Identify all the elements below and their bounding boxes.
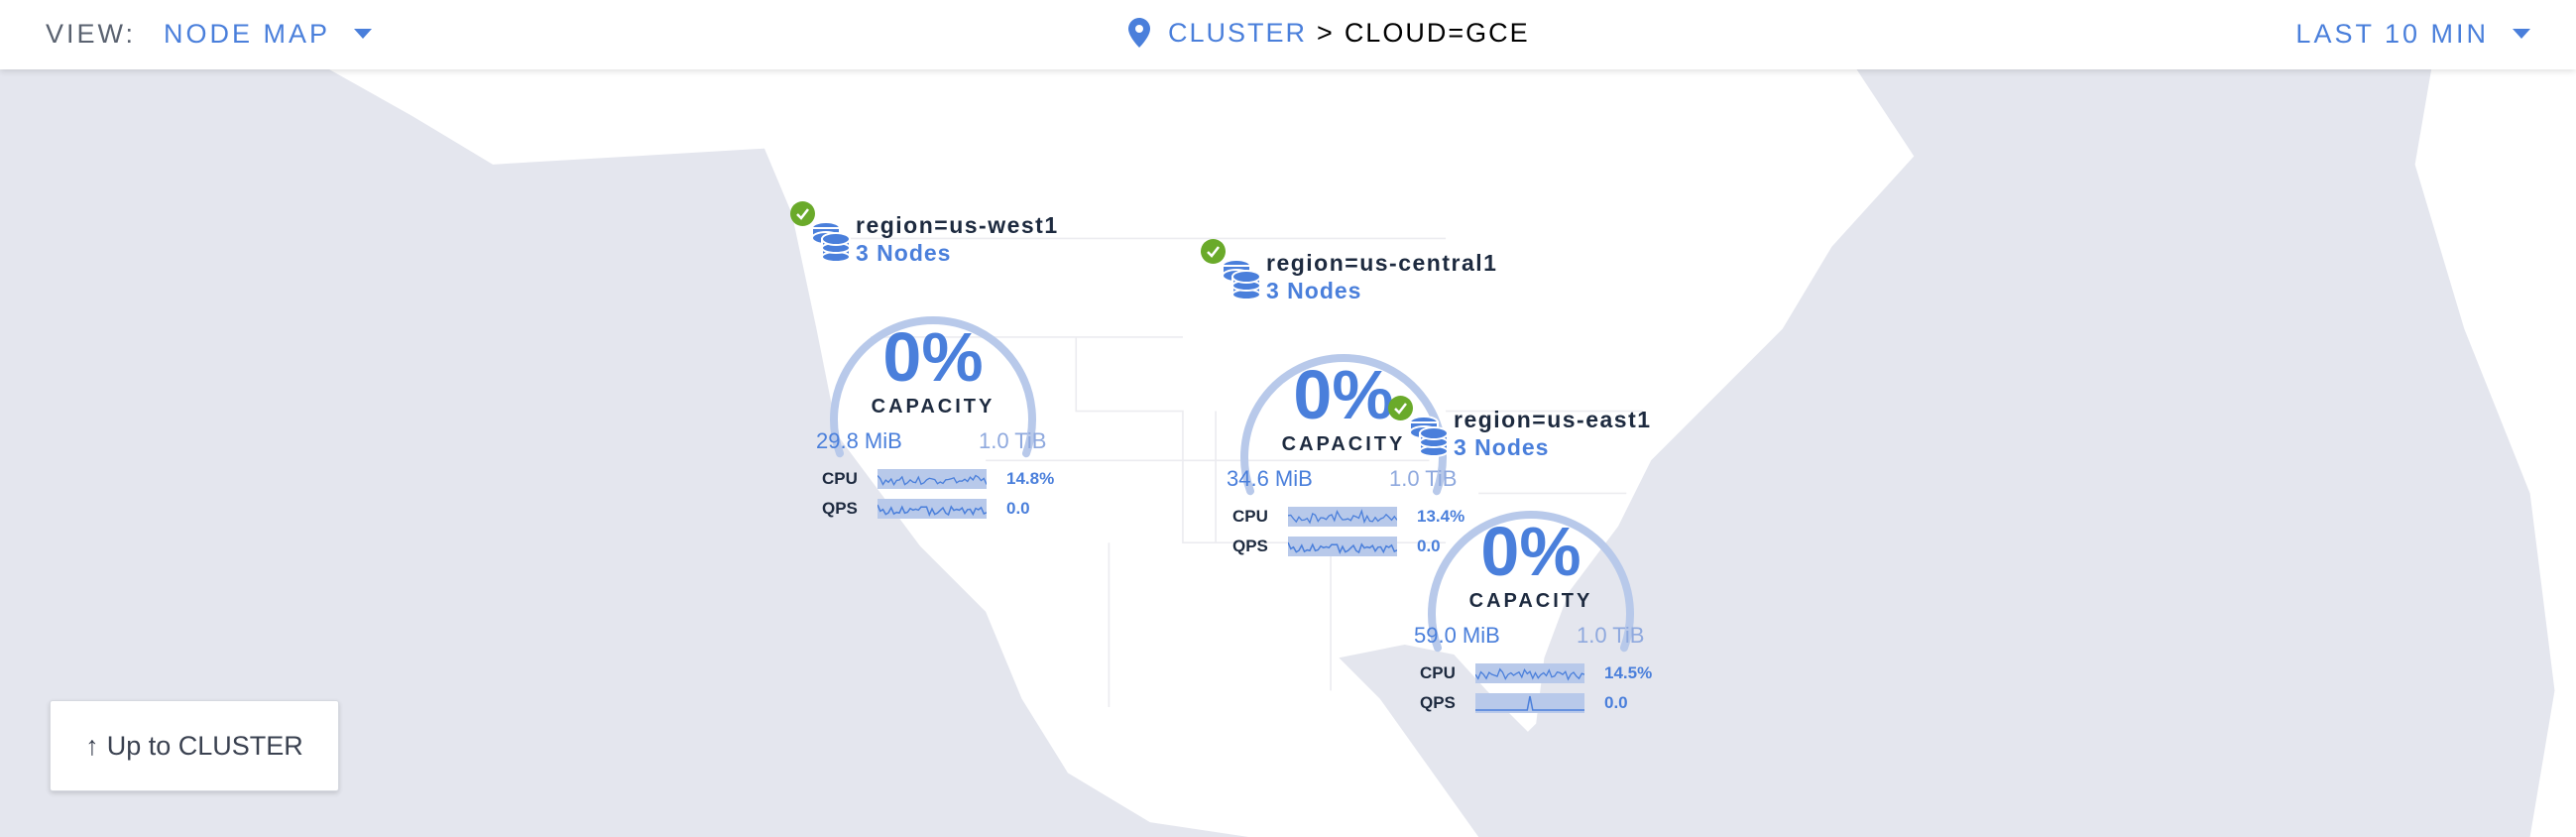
- breadcrumb-cluster-link[interactable]: CLUSTER: [1168, 18, 1308, 48]
- qps-label: QPS: [1232, 537, 1268, 555]
- view-selector[interactable]: VIEW: NODE MAP: [46, 18, 373, 50]
- arrow-up-icon: ↑: [85, 731, 99, 761]
- cpu-label: CPU: [1420, 663, 1456, 682]
- landmass-northwest: [328, 68, 772, 165]
- cpu-sparkline: [1475, 663, 1584, 683]
- top-bar: VIEW: NODE MAP CLUSTER > CLOUD=GCE LAST …: [0, 0, 2576, 69]
- qps-value: 0.0: [1006, 499, 1030, 518]
- capacity-gauge: [1428, 511, 1634, 653]
- cpu-sparkline: [1288, 507, 1397, 527]
- breadcrumb-separator: >: [1317, 18, 1335, 48]
- region-name[interactable]: region=us-east1: [1454, 407, 1652, 432]
- view-label: VIEW:: [46, 19, 137, 49]
- breadcrumb-current: CLOUD=GCE: [1344, 18, 1530, 48]
- capacity-percent: 0%: [1480, 513, 1581, 590]
- qps-label: QPS: [1420, 693, 1456, 712]
- capacity-percent: 0%: [882, 318, 984, 396]
- qps-label: QPS: [822, 499, 858, 518]
- healthy-check-icon: [1388, 396, 1413, 420]
- north-america-landmass: [731, 68, 1915, 837]
- capacity-gauge: [830, 316, 1036, 458]
- state-borders: [821, 237, 1643, 708]
- capacity-total: 1.0 TiB: [1577, 623, 1645, 648]
- cpu-value: 14.8%: [1006, 469, 1055, 488]
- cpu-sparkline: [878, 469, 987, 489]
- chevron-down-icon[interactable]: [2513, 29, 2530, 39]
- capacity-gauge-track: [1428, 511, 1634, 653]
- qps-sparkline: [878, 499, 987, 519]
- up-to-cluster-button[interactable]: ↑ Up to CLUSTER: [50, 700, 339, 791]
- capacity-label: CAPACITY: [1468, 590, 1593, 612]
- qps-sparkline: [1475, 693, 1584, 713]
- map-pin-icon: [1128, 18, 1150, 48]
- capacity-label: CAPACITY: [1281, 433, 1406, 455]
- database-icon: [1409, 416, 1449, 457]
- cpu-value: 14.5%: [1604, 663, 1653, 682]
- breadcrumb: CLUSTER > CLOUD=GCE: [1128, 17, 1530, 49]
- time-range-value[interactable]: LAST 10 MIN: [2295, 19, 2489, 49]
- database-icon: [1222, 259, 1261, 300]
- qps-sparkline: [1288, 537, 1397, 556]
- region-node-count[interactable]: 3 Nodes: [1454, 434, 1550, 460]
- capacity-used: 29.8 MiB: [816, 428, 902, 453]
- cpu-value: 13.4%: [1417, 507, 1465, 526]
- region-node-count[interactable]: 3 Nodes: [1266, 278, 1362, 303]
- database-icon: [811, 221, 851, 263]
- region-name[interactable]: region=us-west1: [856, 212, 1059, 238]
- view-value[interactable]: NODE MAP: [164, 19, 331, 49]
- capacity-percent: 0%: [1293, 356, 1394, 433]
- up-to-cluster-label: Up to CLUSTER: [106, 731, 303, 761]
- capacity-used: 34.6 MiB: [1227, 466, 1313, 491]
- cpu-label: CPU: [1232, 507, 1268, 526]
- qps-value: 0.0: [1604, 693, 1628, 712]
- qps-value: 0.0: [1417, 537, 1441, 555]
- healthy-check-icon: [1201, 239, 1226, 264]
- time-range-selector[interactable]: LAST 10 MIN: [2295, 18, 2530, 50]
- capacity-total: 1.0 TiB: [1389, 466, 1458, 491]
- cpu-label: CPU: [822, 469, 858, 488]
- landmass-greenland: [2414, 68, 2576, 837]
- chevron-down-icon[interactable]: [354, 29, 373, 39]
- capacity-label: CAPACITY: [871, 396, 995, 418]
- capacity-gauge-track: [830, 316, 1036, 458]
- region-name[interactable]: region=us-central1: [1266, 250, 1498, 276]
- capacity-total: 1.0 TiB: [979, 428, 1047, 453]
- healthy-check-icon: [790, 201, 815, 226]
- capacity-used: 59.0 MiB: [1414, 623, 1500, 648]
- region-node-count[interactable]: 3 Nodes: [856, 240, 952, 266]
